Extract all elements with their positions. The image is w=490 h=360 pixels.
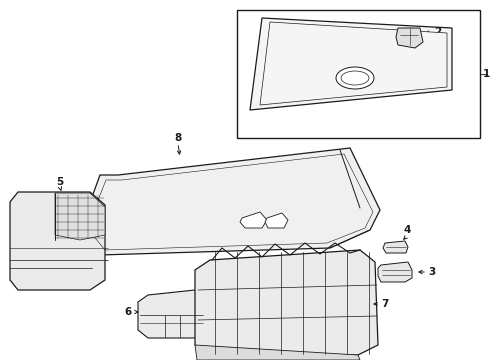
- Text: 1: 1: [482, 69, 490, 79]
- Polygon shape: [80, 148, 380, 255]
- Ellipse shape: [336, 67, 374, 89]
- Polygon shape: [260, 22, 447, 105]
- Polygon shape: [396, 28, 423, 48]
- Text: 8: 8: [174, 133, 182, 143]
- Bar: [237, 10, 480, 138]
- Text: 5: 5: [56, 177, 64, 187]
- Polygon shape: [250, 18, 452, 110]
- Polygon shape: [378, 262, 412, 282]
- Ellipse shape: [341, 71, 369, 85]
- Polygon shape: [265, 213, 288, 228]
- Polygon shape: [55, 193, 105, 240]
- Polygon shape: [10, 192, 105, 290]
- Text: 6: 6: [124, 307, 132, 317]
- Polygon shape: [195, 345, 360, 360]
- Polygon shape: [240, 212, 267, 228]
- Polygon shape: [383, 241, 408, 253]
- Text: 7: 7: [381, 299, 389, 309]
- Text: 4: 4: [403, 225, 411, 235]
- Text: 3: 3: [428, 267, 436, 277]
- Polygon shape: [138, 290, 205, 338]
- Text: 2: 2: [434, 27, 441, 37]
- Polygon shape: [195, 250, 378, 355]
